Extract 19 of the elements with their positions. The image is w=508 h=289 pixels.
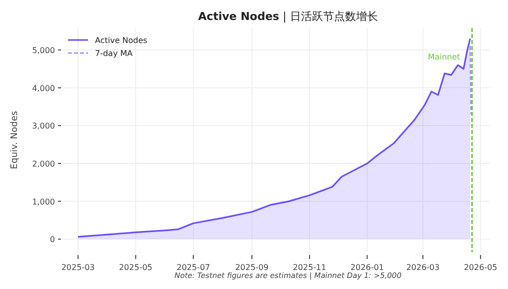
- x-tick-label: 2025-09: [235, 263, 269, 272]
- y-tick-label: 0: [50, 235, 55, 244]
- x-tick-label: 2026-01: [350, 263, 384, 272]
- ref-line-label: Mainnet: [428, 52, 460, 62]
- y-tick-label: 3,000: [32, 122, 55, 131]
- y-tick-label: 2,000: [32, 159, 55, 168]
- y-axis-title: Equiv. Nodes: [10, 110, 20, 170]
- x-tick-label: 2026-03: [406, 263, 440, 272]
- y-tick-label: 4,000: [32, 84, 55, 93]
- legend-label: 7-day MA: [95, 49, 134, 58]
- x-tick-label: 2025-05: [118, 263, 152, 272]
- chart-title: Active Nodes | 日活跃节点数增长: [198, 10, 378, 23]
- x-tick-label: 2026-05: [464, 263, 498, 272]
- x-tick-label: 2025-03: [61, 263, 95, 272]
- y-tick-label: 1,000: [32, 197, 55, 206]
- x-tick-label: 2025-11: [292, 263, 326, 272]
- x-tick-label: 2025-07: [176, 263, 210, 272]
- y-tick-label: 5,000: [32, 46, 55, 55]
- legend-label: Active Nodes: [95, 36, 148, 45]
